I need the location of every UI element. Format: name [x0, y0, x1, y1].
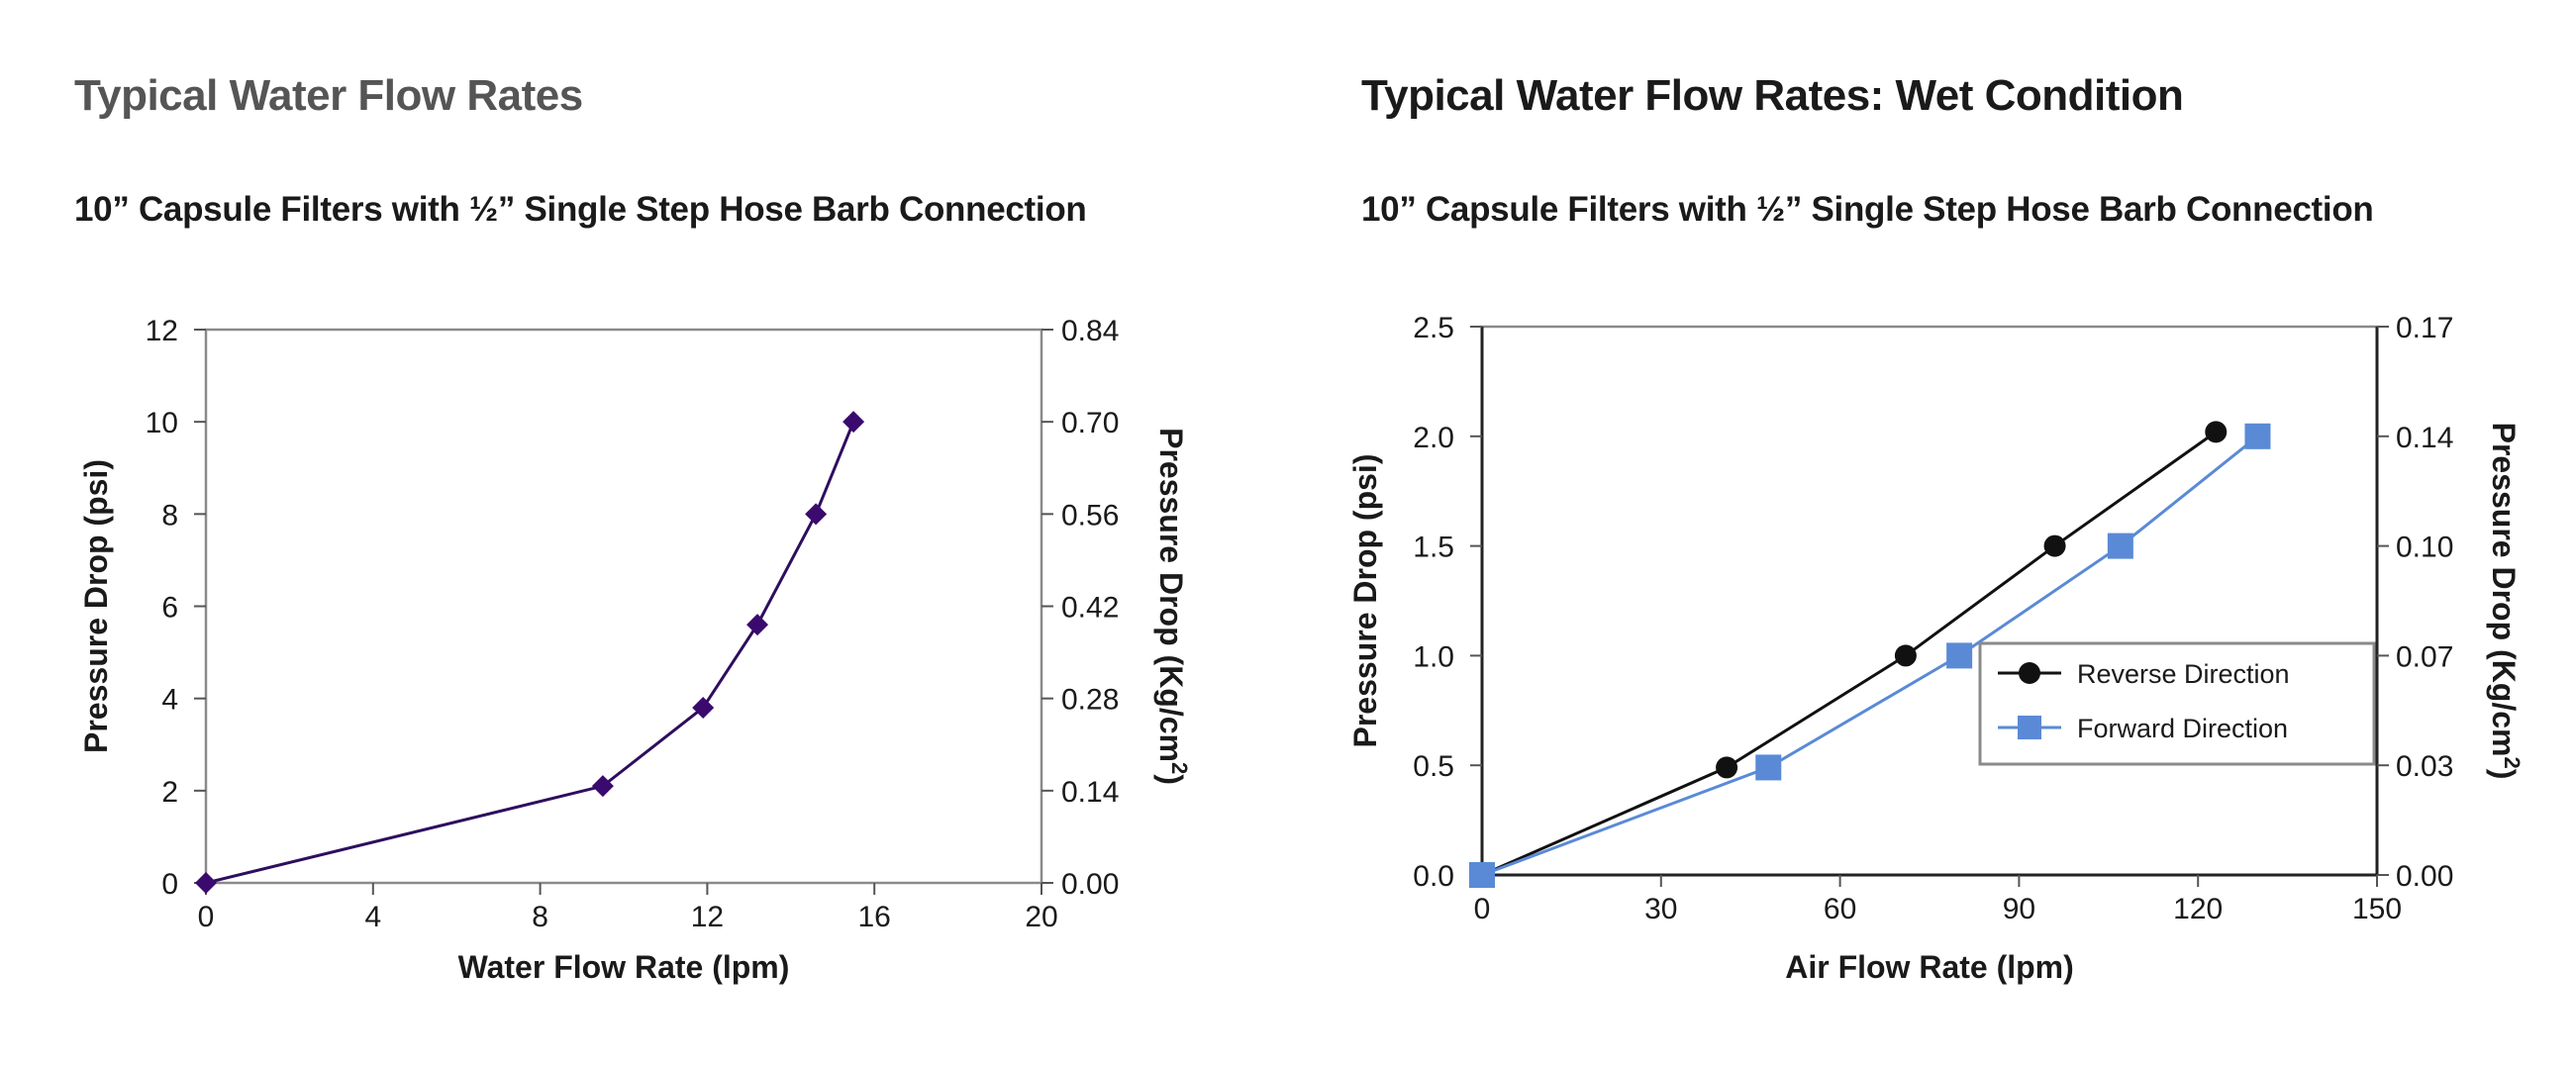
- data-point: [2205, 421, 2228, 443]
- legend-entry: Reverse Direction: [2077, 659, 2290, 689]
- legend-marker: [2019, 662, 2040, 684]
- data-point: [2107, 533, 2133, 559]
- chart-panel-pressure-drop: Typical Water Flow Rates 10” Capsule Fil…: [0, 0, 1287, 1067]
- y2-tick-label: 0.84: [1061, 315, 1119, 347]
- x-axis-title: Air Flow Rate (lpm): [1785, 949, 2074, 985]
- chart-panel-wet-condition: Typical Water Flow Rates: Wet Condition …: [1287, 0, 2576, 1067]
- plot-area: [204, 328, 1043, 885]
- x-tick-label: 20: [1025, 901, 1057, 933]
- series-line: [205, 421, 855, 885]
- data-point: [842, 411, 865, 434]
- y-axis-title: Pressure Drop (psi): [1347, 454, 1383, 748]
- y2-tick-label: 0.07: [2396, 640, 2453, 673]
- x-tick-label: 30: [1644, 893, 1677, 925]
- data-point: [2043, 534, 2066, 557]
- y-tick-label: 4: [161, 684, 178, 717]
- legend-box: [1978, 641, 2376, 766]
- x-tick-label: 120: [2173, 893, 2223, 925]
- y-axis-title: Pressure Drop (psi): [78, 459, 114, 753]
- y-tick-label: 2: [161, 776, 178, 809]
- chart-subtitle: 10” Capsule Filters with ½” Single Step …: [74, 190, 1087, 229]
- y2-axis-title: Pressure Drop (Kg/cm2): [1153, 428, 1193, 785]
- y2-tick-label: 0.14: [2396, 422, 2453, 454]
- legend-entry: Forward Direction: [2077, 714, 2288, 743]
- y2-tick-label: 0.10: [2396, 532, 2453, 564]
- x-tick-label: 16: [858, 901, 891, 933]
- y2-tick-label: 0.42: [1061, 592, 1119, 625]
- x-tick-label: 0: [1474, 893, 1491, 925]
- y2-tick-label: 0.00: [1061, 868, 1119, 901]
- y-tick-label: 8: [161, 499, 178, 532]
- y-tick-label: 6: [161, 592, 178, 625]
- legend-marker: [2018, 716, 2041, 739]
- plot-area: [1480, 325, 2379, 877]
- y-tick-label: 0.0: [1413, 860, 1454, 893]
- x-tick-label: 8: [532, 901, 548, 933]
- data-point: [746, 614, 769, 636]
- y-tick-label: 1.0: [1413, 640, 1454, 673]
- y-tick-label: 2.5: [1413, 312, 1454, 344]
- data-point: [195, 872, 217, 894]
- x-tick-label: 12: [691, 901, 724, 933]
- y-tick-label: 12: [146, 315, 178, 347]
- data-point: [591, 775, 614, 798]
- x-tick-label: 150: [2352, 893, 2402, 925]
- x-tick-label: 4: [364, 901, 381, 933]
- y2-tick-label: 0.56: [1061, 499, 1119, 532]
- data-point: [1894, 644, 1917, 667]
- y-tick-label: 2.0: [1413, 422, 1454, 454]
- data-point: [1716, 756, 1738, 779]
- data-point: [1755, 754, 1782, 781]
- y2-tick-label: 0.28: [1061, 684, 1119, 717]
- y2-tick-label: 0.00: [2396, 860, 2453, 893]
- data-point: [2244, 423, 2271, 449]
- y-tick-label: 1.5: [1413, 532, 1454, 564]
- y-tick-label: 0.5: [1413, 750, 1454, 783]
- x-tick-label: 0: [198, 901, 215, 933]
- data-point: [805, 503, 828, 526]
- wet-condition-chart: 0 30 60 90 120 150 0.0 0.5 1.0 1.5 2.0 2.5 0.00 0.03 0…: [1347, 312, 2526, 985]
- y2-tick-label: 0.70: [1061, 407, 1119, 439]
- x-axis-title: Water Flow Rate (lpm): [458, 949, 790, 985]
- chart-title: Typical Water Flow Rates: [74, 71, 583, 120]
- x-tick-label: 90: [2003, 893, 2035, 925]
- y2-axis-title: Pressure Drop (Kg/cm2): [2486, 423, 2526, 780]
- data-point: [1946, 642, 1973, 669]
- y-tick-label: 0: [161, 868, 178, 901]
- y-tick-label: 10: [146, 407, 178, 439]
- data-point: [692, 696, 715, 719]
- x-tick-label: 60: [1824, 893, 1856, 925]
- pressure-drop-chart: 0 4 8 12 16 20 0 2 4 6 8 10 12 0.00 0.14 0.28 0.42 0.56 0.…: [78, 315, 1193, 985]
- y2-tick-label: 0.17: [2396, 312, 2453, 344]
- y2-tick-label: 0.03: [2396, 750, 2453, 783]
- data-point: [1469, 862, 1495, 888]
- y2-tick-label: 0.14: [1061, 776, 1119, 809]
- chart-subtitle: 10” Capsule Filters with ½” Single Step …: [1361, 190, 2374, 229]
- chart-title: Typical Water Flow Rates: Wet Condition: [1361, 71, 2184, 120]
